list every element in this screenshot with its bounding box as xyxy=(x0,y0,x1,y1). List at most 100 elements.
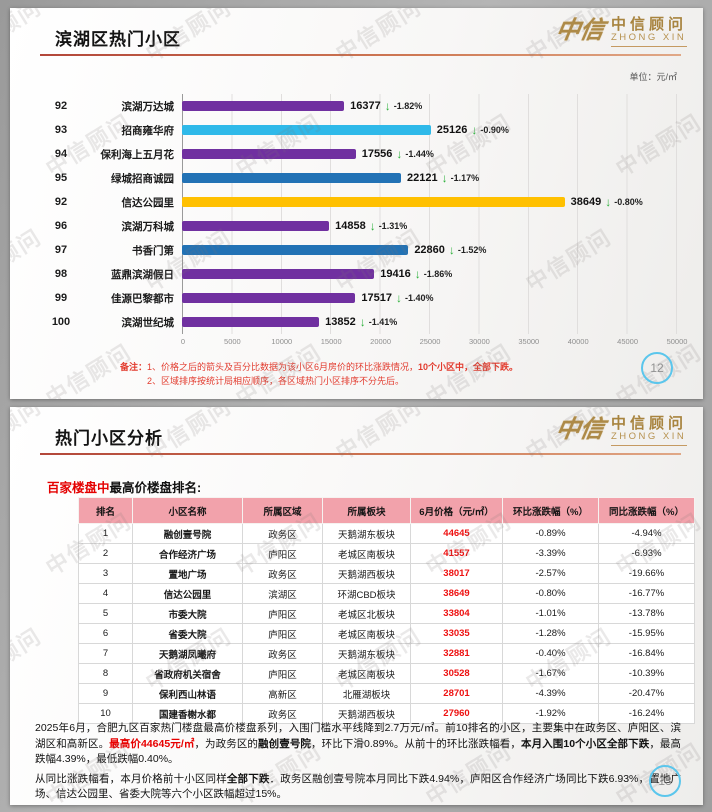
axis-tick-label: 0 xyxy=(180,337,186,346)
axis-tick-label: 25000 xyxy=(419,337,441,346)
slide2-header: 热门小区分析 中信 中信顾问 ZHONG XIN xyxy=(10,407,703,463)
cell-area: 北雁湖板块 xyxy=(322,683,411,704)
chart-row: 93 招商雍华府 25126 ↓ -0.90% xyxy=(40,118,677,142)
cell-mom: -1.28% xyxy=(502,623,599,644)
page-number-badge: 12 xyxy=(641,352,673,384)
cell-area: 老城区南板块 xyxy=(322,623,411,644)
slide-analysis-table: 热门小区分析 中信 中信顾问 ZHONG XIN 百家楼盘中最高价楼盘排名: 排… xyxy=(10,407,703,805)
community-name: 招商雍华府 xyxy=(121,124,175,137)
text-segment: ，为政务区的 xyxy=(194,737,259,750)
analysis-text: 2025年6月，合肥九区百家热门楼盘最高价楼盘系列，入围门槛水平线降到2.7万元… xyxy=(35,721,681,805)
community-name: 绿城招商诚园 xyxy=(111,172,174,185)
bar-track: 17517 ↓ -1.40% xyxy=(182,286,677,310)
rank-label: 92 xyxy=(54,100,68,112)
community-name: 信达公园里 xyxy=(121,196,175,209)
down-arrow-icon: ↓ xyxy=(369,219,376,233)
axis-tick-label: 5000 xyxy=(224,337,241,346)
chart-row: 100 滨湖世纪城 13852 ↓ -1.41% xyxy=(40,310,677,334)
cell-area: 老城区北板块 xyxy=(322,603,411,624)
table-header-row: 排名 小区名称 所属区域 所属板块 6月价格（元/㎡） 环比涨跌幅（%） 同比涨跌幅（%） xyxy=(78,497,695,524)
cell-yoy: -20.47% xyxy=(598,683,695,704)
cell-district: 政务区 xyxy=(242,703,323,724)
slide2-title: 热门小区分析 xyxy=(55,429,163,448)
cell-district: 庐阳区 xyxy=(242,663,323,684)
bar-value: 25126 xyxy=(436,124,468,136)
slide1-header: 滨湖区热门小区 中信 中信顾问 ZHONG XIN xyxy=(10,8,703,64)
cell-rank: 7 xyxy=(78,643,133,664)
column-header: 6月价格（元/㎡） xyxy=(410,497,503,524)
value-bar xyxy=(182,149,356,159)
cell-area: 老城区南板块 xyxy=(322,663,411,684)
cell-mom: -0.89% xyxy=(502,523,599,544)
cell-mom: -0.80% xyxy=(502,583,599,604)
chart-row: 99 佳源巴黎都市 17517 ↓ -1.40% xyxy=(40,286,677,310)
rank-label: 95 xyxy=(54,172,68,184)
table-row: 1 融创壹号院 政务区 天鹅湖东板块 44645 -0.89% -4.94% xyxy=(78,523,695,544)
logo-name: 中信顾问 xyxy=(610,16,687,33)
value-bar xyxy=(182,173,401,183)
text-segment: ，环比下滑0.89%。从前十的环比涨跌幅看， xyxy=(311,737,521,750)
rank-label: 92 xyxy=(54,196,68,208)
cell-area: 天鹅湖西板块 xyxy=(322,563,411,584)
logo-text: 中信顾问 ZHONG XIN xyxy=(610,415,687,446)
unit-label: 单位：元/㎡ xyxy=(629,72,677,82)
cell-rank: 5 xyxy=(78,603,133,624)
rank-label: 94 xyxy=(54,148,68,160)
axis-tick-label: 20000 xyxy=(370,337,392,346)
cell-rank: 4 xyxy=(78,583,133,604)
analysis-paragraph: 2025年6月，合肥九区百家热门楼盘最高价楼盘系列，入围门槛水平线降到2.7万元… xyxy=(35,721,681,768)
axis-tick-label: 10000 xyxy=(271,337,293,346)
cell-district: 庐阳区 xyxy=(242,623,323,644)
mom-change: -1.40% xyxy=(405,293,434,303)
cell-yoy: -6.93% xyxy=(598,543,695,564)
mom-change: -0.90% xyxy=(480,125,509,135)
table-row: 7 天鹅湖凤曦府 政务区 天鹅湖东板块 32881 -0.40% -16.84% xyxy=(78,643,695,664)
cell-mom: -0.40% xyxy=(502,643,599,664)
cell-area: 天鹅湖东板块 xyxy=(322,523,411,544)
cell-yoy: -10.39% xyxy=(598,663,695,684)
table-row: 2 合作经济广场 庐阳区 老城区南板块 41557 -3.39% -6.93% xyxy=(78,543,695,564)
column-header: 环比涨跌幅（%） xyxy=(502,497,599,524)
table-row: 6 省委大院 庐阳区 老城区南板块 33035 -1.28% -15.95% xyxy=(78,623,695,644)
bar-value: 13852 xyxy=(325,316,356,328)
cell-price: 33804 xyxy=(410,603,503,624)
value-bar xyxy=(182,293,356,303)
footnotes: 备注： 1、价格之后的箭头及百分比数据为该小区6月房价的环比涨跌情况，10个小区… xyxy=(120,360,633,388)
logo-name: 中信顾问 xyxy=(610,415,687,432)
chart-rows: 92 滨湖万达城 16377 ↓ -1.82% 93 招商雍华府 25126 ↓ -0.90% 94… xyxy=(40,94,677,334)
bar-track: 17556 ↓ -1.44% xyxy=(182,142,677,166)
down-arrow-icon: ↓ xyxy=(471,123,478,137)
cell-yoy: -4.94% xyxy=(598,523,695,544)
cell-rank: 2 xyxy=(78,543,133,564)
text-segment: 10个小区中，全部下跌。 xyxy=(418,362,519,372)
x-axis: 0 5000 10000 15000 20000 25000 30000 35000 40000… xyxy=(180,334,688,348)
footnote-line: 1、价格之后的箭头及百分比数据为该小区6月房价的环比涨跌情况，10个小区中，全部… xyxy=(147,360,518,374)
mom-change: -1.86% xyxy=(423,269,453,279)
logo-monogram-icon: 中信 xyxy=(553,416,607,444)
text-segment: 百家楼盘中 xyxy=(47,481,110,495)
cell-price: 32881 xyxy=(410,643,503,664)
table-caption: 百家楼盘中最高价楼盘排名: xyxy=(47,477,201,496)
chart-row: 92 信达公园里 38649 ↓ -0.80% xyxy=(40,190,677,214)
logo-subtitle: ZHONG XIN xyxy=(610,431,687,443)
axis-tick-label: 45000 xyxy=(617,337,639,346)
mom-change: -1.31% xyxy=(378,221,408,231)
bar-value: 17556 xyxy=(361,148,393,160)
column-header: 小区名称 xyxy=(132,497,243,524)
bar-track: 22860 ↓ -1.52% xyxy=(182,238,677,262)
mom-change: -1.41% xyxy=(368,317,398,327)
cell-price: 28701 xyxy=(410,683,503,704)
cell-mom: -1.67% xyxy=(502,663,599,684)
bar-value: 19416 xyxy=(380,268,411,280)
down-arrow-icon: ↓ xyxy=(414,267,421,281)
bar-value: 38649 xyxy=(570,196,602,208)
rank-label: 98 xyxy=(54,268,68,280)
mom-change: -0.80% xyxy=(614,197,643,207)
footnote-lines: 1、价格之后的箭头及百分比数据为该小区6月房价的环比涨跌情况，10个小区中，全部… xyxy=(147,360,518,388)
cell-area: 老城区南板块 xyxy=(322,543,411,564)
value-bar xyxy=(182,221,330,231)
cell-rank: 9 xyxy=(78,683,133,704)
text-segment: ，最高跌幅4.39%，最低跌幅0.40%。 xyxy=(35,737,682,766)
cell-mom: -3.39% xyxy=(502,543,599,564)
